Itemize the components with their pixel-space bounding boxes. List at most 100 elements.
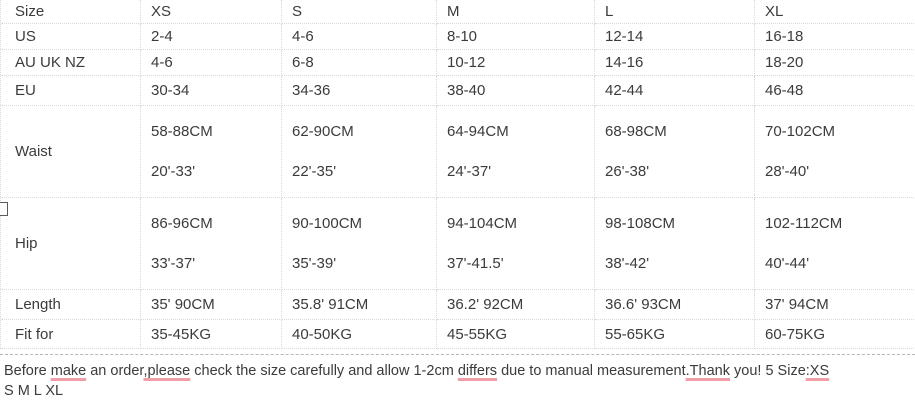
note-text: check the size carefully and allow 1-2cm [190,363,458,379]
note-line-1: Before make an order,please check the si… [4,361,915,381]
cell-text: M [447,3,460,20]
table-cell: 46-48 [755,76,915,106]
note-text: you! 5 Size [730,363,806,379]
cell-text: 6-8 [292,54,314,71]
spellcheck-underlined-text: ,please [143,363,191,379]
cell-text: 2-4 [151,28,173,45]
table-cell: 30-34 [141,76,282,106]
row-label-cell: AU UK NZ [1,50,141,76]
cell-text: 8-10 [447,28,478,45]
table-cell: 90-100CM 35'-39' [282,198,437,290]
table-cell: 68-98CM 26'-38' [595,106,755,198]
cell-text: 40-50KG [292,325,353,343]
cell-text: AU UK NZ [15,54,86,71]
table-cell: 36.6' 93CM [595,290,755,320]
cell-text: 86-96CM [151,215,213,232]
table-cell: 10-12 [437,50,595,76]
spellcheck-underlined-text: :XS [805,363,830,379]
cell-text: 102-112CM [765,215,843,232]
table-cell: 55-65KG [595,320,755,349]
cell-text: 16-18 [765,28,804,45]
cell-text: XL [765,3,784,20]
row-label-cell: Hip [1,198,141,290]
cell-text: 98-108CM [605,215,676,232]
table-cell: 4-6 [141,50,282,76]
cell-text: 14-16 [605,54,644,71]
cell-text: Waist [15,143,52,160]
table-cell: 4-6 [282,24,437,50]
cell-text: 55-65KG [605,325,666,343]
column-header-xl: XL [755,0,915,24]
table-cell: 8-10 [437,24,595,50]
table-cell: 34-36 [282,76,437,106]
cell-text: 28'-40' [765,163,810,180]
cell-text: 64-94CM [447,123,509,140]
cell-text: 68-98CM [605,123,667,140]
row-label-cell: Length [1,290,141,320]
table-cell: 45-55KG [437,320,595,349]
table-cell: 58-88CM 20'-33' [141,106,282,198]
table-cell: 6-8 [282,50,437,76]
cell-text: 10-12 [447,54,486,71]
column-header-size: Size [1,0,141,24]
cell-text: 35' 90CM [151,296,215,313]
cell-text: 90-100CM [292,215,363,232]
cell-text: 18-20 [765,54,804,71]
cell-text: 35.8' 91CM [292,296,369,313]
cell-text: 46-48 [765,82,804,99]
cell-text: 4-6 [292,28,314,45]
spellcheck-underlined-text: .Thank [685,363,730,379]
cell-text: L [605,3,614,20]
table-cell: 70-102CM 28'-40' [755,106,915,198]
table-cell: 102-112CM 40'-44' [755,198,915,290]
table-cell: 64-94CM 24'-37' [437,106,595,198]
cell-text: 30-34 [151,82,190,99]
cell-text: Size [15,3,45,20]
cell-text: 37'-41.5' [447,255,504,272]
cell-text: 38-40 [447,82,486,99]
size-table: Size XS S M L XL US 2-4 4-6 8-10 12-14 16-18 AU UK N… [0,0,915,349]
cell-text: 35-45KG [151,325,212,343]
cell-text: 36.6' 93CM [605,296,682,313]
table-cell: 94-104CM 37'-41.5' [437,198,595,290]
cell-text: 60-75KG [765,325,826,343]
cell-text: 26'-38' [605,163,650,180]
cell-text: 45-55KG [447,325,508,343]
note-text: Before [4,363,51,379]
cell-text: Hip [15,235,38,252]
cell-text: 42-44 [605,82,644,99]
column-header-l: L [595,0,755,24]
cell-text: 4-6 [151,54,173,71]
table-cell: 98-108CM 38'-42' [595,198,755,290]
spellcheck-underlined-text: differs [457,363,498,379]
column-header-m: M [437,0,595,24]
table-cell: 18-20 [755,50,915,76]
note-text: due to manual measurement [497,363,686,379]
cell-text: 70-102CM [765,123,836,140]
column-header-xs: XS [141,0,282,24]
cell-text: 40'-44' [765,255,810,272]
cell-text: 62-90CM [292,123,354,140]
table-cell: 60-75KG [755,320,915,349]
missing-glyph-box-icon [0,202,8,216]
cell-text: XS [151,3,172,20]
cell-text: S [292,3,303,20]
row-label-cell: US [1,24,141,50]
table-cell: 12-14 [595,24,755,50]
cell-text: 34-36 [292,82,331,99]
row-label-cell: Fit for [1,320,141,349]
cell-text: US [15,28,36,45]
cell-text: 94-104CM [447,215,518,232]
cell-text: 35'-39' [292,255,337,272]
table-cell: 35-45KG [141,320,282,349]
size-note: Before make an order,please check the si… [0,354,915,401]
cell-text: Length [15,296,61,313]
row-label-cell: Waist [1,106,141,198]
table-cell: 42-44 [595,76,755,106]
cell-text: Fit for [15,325,54,343]
cell-text: 33'-37' [151,255,196,272]
table-cell: 40-50KG [282,320,437,349]
table-cell: 35' 90CM [141,290,282,320]
table-cell: 37' 94CM [755,290,915,320]
table-cell: 35.8' 91CM [282,290,437,320]
